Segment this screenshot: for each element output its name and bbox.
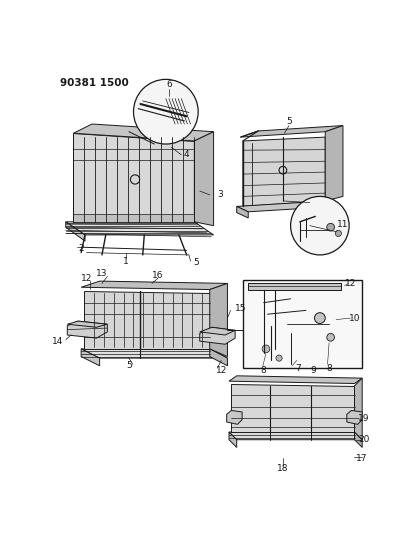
Polygon shape [194,132,214,225]
Text: 13: 13 [96,269,108,278]
Polygon shape [354,432,362,447]
Polygon shape [67,321,107,327]
Circle shape [133,79,198,144]
Circle shape [262,345,270,353]
Polygon shape [66,222,214,235]
Polygon shape [354,378,362,440]
Polygon shape [248,284,341,289]
Bar [243,280,362,368]
Polygon shape [210,349,228,366]
Polygon shape [66,222,85,241]
Text: 7: 7 [295,364,301,373]
Polygon shape [81,349,100,366]
Text: 5: 5 [194,258,199,267]
Text: 90381 1500: 90381 1500 [59,78,128,88]
Polygon shape [347,410,362,424]
Text: 14: 14 [52,337,63,346]
Polygon shape [325,201,337,213]
Text: 10: 10 [349,313,360,322]
Text: 18: 18 [277,464,289,473]
Circle shape [276,355,282,361]
Polygon shape [241,126,343,137]
Polygon shape [84,291,210,349]
Text: 11: 11 [337,220,349,229]
Polygon shape [231,384,354,432]
Circle shape [335,230,341,237]
Polygon shape [325,126,343,201]
Text: 8: 8 [261,366,267,375]
Polygon shape [227,410,242,424]
Text: 5: 5 [126,361,132,370]
Polygon shape [243,137,325,206]
Text: 5: 5 [286,117,292,126]
Circle shape [315,313,325,324]
Circle shape [327,334,335,341]
Text: 20: 20 [358,435,370,444]
Text: 2: 2 [78,244,84,253]
Polygon shape [200,327,235,344]
Text: 12: 12 [216,366,227,375]
Text: 3: 3 [217,190,223,199]
Polygon shape [81,281,228,289]
Polygon shape [81,349,228,358]
Text: 1: 1 [123,257,129,266]
Polygon shape [237,206,248,218]
Text: 19: 19 [358,414,370,423]
Text: 6: 6 [166,80,172,89]
Polygon shape [67,321,107,338]
Text: 16: 16 [152,271,164,280]
Text: 4: 4 [184,150,189,159]
Polygon shape [73,214,194,222]
Polygon shape [229,432,237,447]
Circle shape [291,196,349,255]
Text: 15: 15 [235,304,246,313]
Polygon shape [229,376,362,384]
Polygon shape [237,201,337,212]
Polygon shape [73,124,214,141]
Circle shape [327,223,335,231]
Polygon shape [229,432,362,440]
Polygon shape [210,284,228,357]
Polygon shape [73,133,194,222]
Text: 8: 8 [326,364,332,373]
Text: 9: 9 [311,366,317,375]
Text: 12: 12 [81,273,92,282]
Text: 12: 12 [345,279,357,288]
Polygon shape [200,327,235,335]
Text: 17: 17 [356,454,368,463]
